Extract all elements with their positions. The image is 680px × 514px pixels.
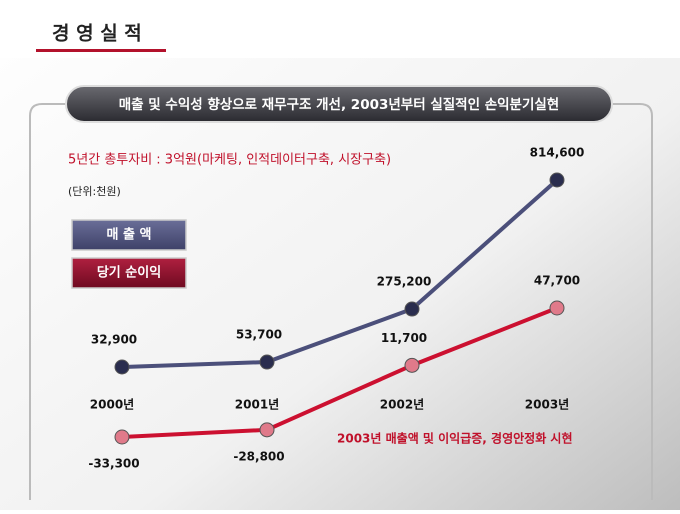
data-label: 814,600 [530, 146, 585, 160]
data-label: 47,700 [534, 274, 580, 288]
annotation: 2003년 매출액 및 이익급증, 경영안정화 시현 [337, 431, 573, 446]
x-tick-label: 2003년 [525, 398, 569, 412]
data-point [114, 429, 130, 445]
x-tick-label: 2000년 [90, 398, 134, 412]
data-point [404, 357, 420, 373]
page-title: 경 영 실 적 [52, 23, 142, 45]
legend-label: 매 출 액 [107, 227, 152, 243]
legend-label: 당기 순이익 [97, 265, 161, 281]
data-point [404, 301, 420, 317]
chart-subtitle: 5년간 총투자비 : 3억원(마케팅, 인적데이터구축, 시장구축) [68, 153, 391, 168]
legend-box [71, 219, 187, 251]
banner-text: 매출 및 수익성 향상으로 재무구조 개선, 2003년부터 실질적인 손익분기… [119, 96, 559, 113]
data-label: -33,300 [88, 457, 139, 471]
data-label: 53,700 [236, 328, 282, 342]
unit-label: (단위:천원) [68, 184, 121, 198]
data-label: 275,200 [377, 275, 432, 289]
x-tick-label: 2002년 [380, 398, 424, 412]
x-tick-label: 2001년 [235, 398, 279, 412]
data-label: 32,900 [91, 333, 137, 347]
legend-box [71, 257, 187, 289]
title-underline [36, 49, 166, 52]
data-point [259, 354, 275, 370]
banner-box [65, 85, 613, 123]
data-point [549, 300, 565, 316]
header-band [0, 0, 680, 58]
series-line [121, 178, 559, 369]
data-label: -28,800 [233, 449, 284, 463]
data-point [259, 422, 275, 438]
data-point [549, 172, 565, 188]
series-line [121, 306, 558, 439]
data-label: 11,700 [381, 331, 427, 345]
data-point [114, 359, 130, 375]
